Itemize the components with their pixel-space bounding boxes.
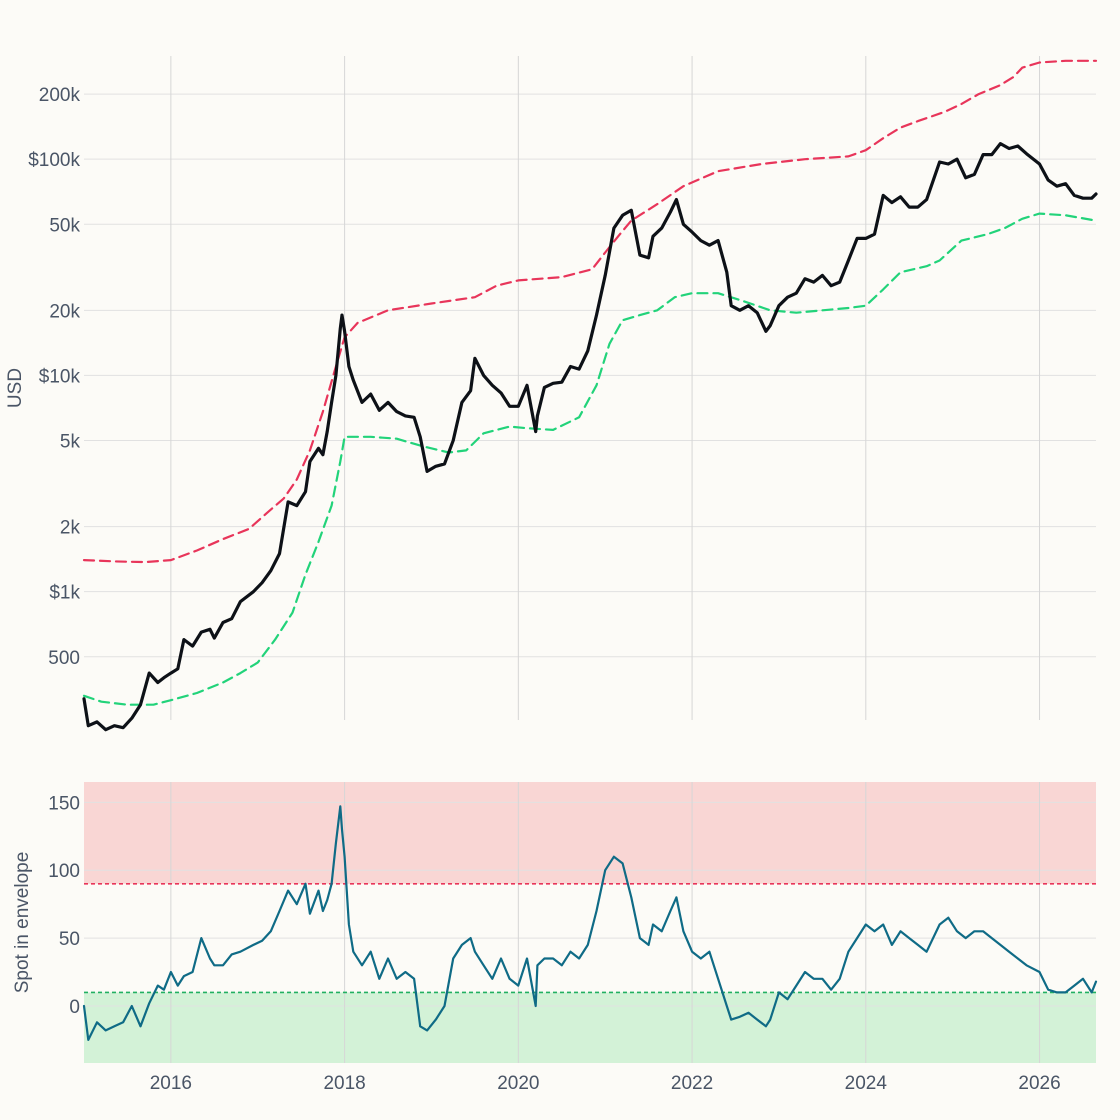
y-tick-label: 200k [39,85,81,106]
zone-band-0 [84,782,1096,884]
x-tick-label: 2020 [497,1073,539,1094]
y-tick-label: 150 [48,793,80,814]
series-line-upper-envelope [82,59,1098,564]
y-tick-label: $10k [39,366,81,387]
price-panel: 500 $1k 2k 5k $10k 20k 50k $100k 200k USD [5,56,1098,732]
x-tick-label: 2016 [150,1073,192,1094]
y-tick-label: 0 [69,997,80,1018]
envelope-panel: 0 50 100 150 2016 2018 2020 2022 2024 2026 Spot in… [12,782,1098,1094]
x-tick-label: 2022 [671,1073,713,1094]
x-tick-label: 2024 [845,1073,888,1094]
series-line-spot-in-envelope [82,805,1098,1042]
x-tick-label: 2026 [1018,1073,1060,1094]
y-tick-label: 20k [49,301,80,322]
y-tick-label: 500 [48,648,80,669]
y-tick-label: 5k [60,432,81,453]
y-tick-label: 50k [49,215,80,236]
series-line-lower-envelope [82,212,1098,706]
y-axis-title: USD [5,368,26,408]
y-tick-label: 50 [59,929,80,950]
series-line-spot-price [82,142,1098,732]
zone-band-1 [84,992,1096,1063]
y-tick-label: 2k [60,518,81,539]
y-tick-label: $100k [28,150,80,171]
x-tick-label: 2018 [323,1073,365,1094]
y-tick-label: $1k [49,583,80,604]
y-axis-title: Spot in envelope [12,852,33,994]
y-tick-label: 100 [48,861,80,882]
